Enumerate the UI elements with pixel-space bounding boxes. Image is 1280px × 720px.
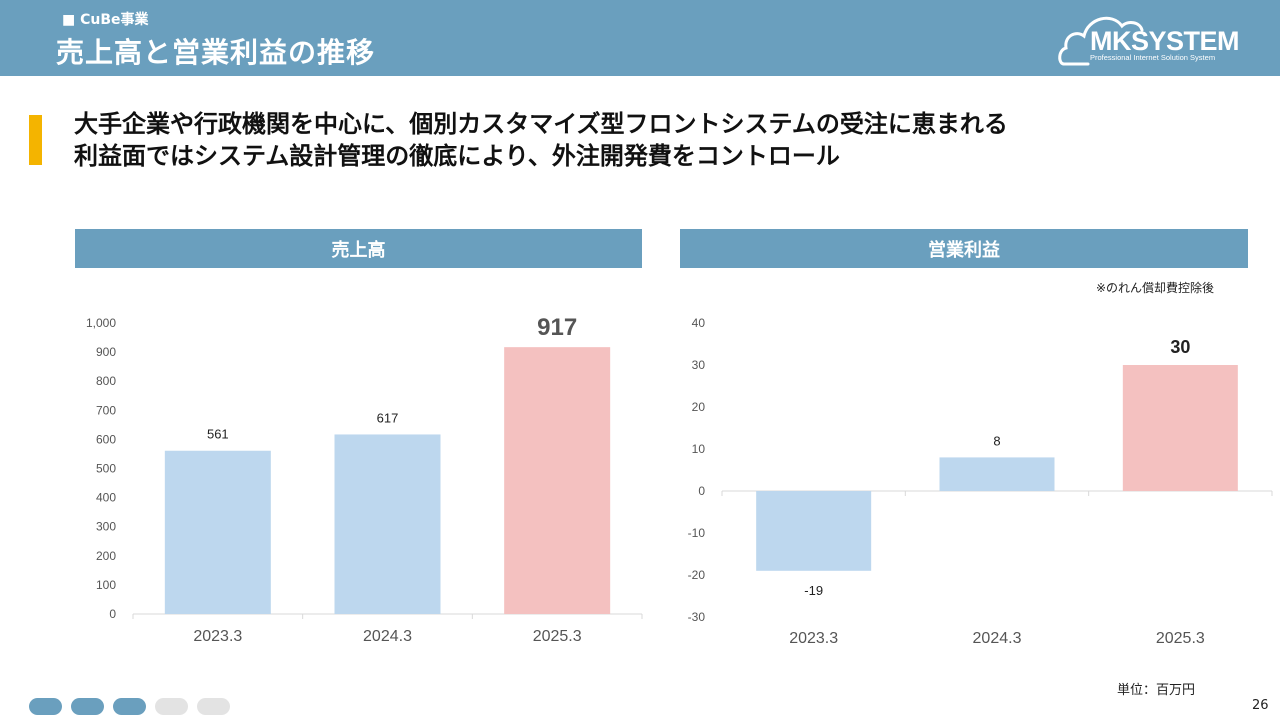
accent-bar [29, 115, 42, 165]
logo-text: MKSYSTEM [1090, 26, 1240, 56]
cloud-icon [1058, 16, 1144, 66]
profit-ytick-label: 10 [692, 442, 706, 456]
profit-category-label: 2025.3 [1156, 630, 1205, 647]
profit-bar [939, 457, 1055, 491]
profit-ytick-label: -30 [688, 610, 706, 624]
section-label: ■ CuBe事業 [62, 12, 149, 28]
sales-bar [504, 347, 611, 614]
sales-panel-header: 売上高 [75, 229, 642, 268]
progress-dots [29, 698, 230, 715]
profit-ytick-label: 0 [698, 484, 705, 498]
sales-ytick-label: 300 [96, 520, 116, 534]
progress-dot [71, 698, 104, 715]
sales-category-label: 2023.3 [193, 628, 242, 645]
profit-bar [1122, 365, 1238, 491]
sales-ytick-label: 500 [96, 462, 116, 476]
sales-category-label: 2024.3 [363, 628, 412, 645]
profit-ytick-label: 20 [692, 400, 706, 414]
sales-ytick-label: 100 [96, 578, 116, 592]
logo-subtitle: Professional Internet Solution System [1090, 53, 1216, 62]
sales-ytick-label: 400 [96, 491, 116, 505]
sales-ytick-label: 0 [109, 607, 116, 621]
sales-value-label: 617 [377, 410, 399, 425]
profit-value-label: 8 [993, 433, 1000, 448]
unit-label: 単位：百万円 [1117, 683, 1196, 698]
profit-ytick-label: 30 [692, 358, 706, 372]
profit-category-label: 2023.3 [789, 630, 838, 647]
profit-panel-header: 営業利益 [680, 229, 1248, 268]
sales-bar [334, 434, 441, 614]
sales-value-label: 561 [207, 427, 229, 442]
lead-line-2: 利益面ではシステム設計管理の徹底により、外注開発費をコントロール [74, 142, 840, 170]
sales-ytick-label: 700 [96, 403, 116, 417]
profit-note: ※のれん償却費控除後 [1096, 281, 1215, 295]
lead-text: 大手企業や行政機関を中心に、個別カスタマイズ型フロントシステムの受注に恵まれる … [74, 108, 1008, 172]
sales-ytick-label: 900 [96, 345, 116, 359]
progress-dot [155, 698, 188, 715]
profit-ytick-label: -20 [688, 568, 706, 582]
sales-category-label: 2025.3 [533, 628, 582, 645]
sales-ytick-label: 600 [96, 432, 116, 446]
sales-bar [164, 450, 271, 614]
sales-ytick-label: 800 [96, 374, 116, 388]
profit-ytick-label: 40 [692, 316, 706, 330]
profit-bar [756, 491, 872, 571]
company-logo: MKSYSTEM Professional Internet Solution … [1058, 6, 1248, 68]
header-bar: ■ CuBe事業 売上高と営業利益の推移 MKSYSTEM Profession… [0, 0, 1280, 76]
sales-value-label: 917 [537, 314, 577, 341]
page-title: 売上高と営業利益の推移 [56, 36, 376, 69]
page-number: 26 [1252, 698, 1269, 713]
progress-dot [113, 698, 146, 715]
profit-value-label: -19 [804, 583, 823, 598]
progress-dot [29, 698, 62, 715]
progress-dot [197, 698, 230, 715]
sales-ytick-label: 200 [96, 549, 116, 563]
profit-ytick-label: -10 [688, 526, 706, 540]
profit-category-label: 2024.3 [973, 630, 1022, 647]
sales-ytick-label: 1,000 [86, 316, 116, 330]
profit-value-label: 30 [1170, 337, 1190, 357]
lead-line-1: 大手企業や行政機関を中心に、個別カスタマイズ型フロントシステムの受注に恵まれる [74, 110, 1008, 138]
